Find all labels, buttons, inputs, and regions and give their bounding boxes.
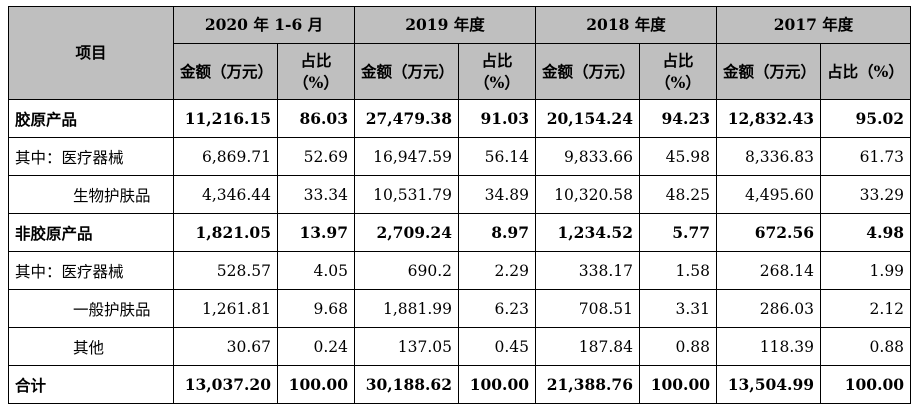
header-amount: 金额（万元） (354, 43, 459, 100)
ratio-cell: 0.88 (639, 327, 718, 366)
table-row: 其他 30.67 0.24 137.05 0.45 187.84 0.88 118.39 0.8… (8, 327, 912, 366)
header-item: 项目 (8, 6, 174, 100)
amount-cell: 2,709.24 (354, 213, 459, 252)
ratio-cell: 2.29 (457, 251, 537, 290)
amount-cell: 286.03 (716, 289, 822, 328)
ratio-cell: 6.23 (457, 289, 537, 328)
table-row: 一般护肤品 1,261.81 9.68 1,881.99 6.23 708.51 3.31 2… (8, 289, 912, 328)
amount-cell: 1,821.05 (173, 213, 278, 252)
amount-cell: 4,495.60 (716, 175, 822, 214)
ratio-cell: 5.77 (639, 213, 718, 252)
amount-cell: 708.51 (535, 289, 641, 328)
amount-cell: 30,188.62 (354, 365, 459, 404)
amount-cell: 118.39 (716, 327, 822, 366)
row-label: 合计 (8, 365, 174, 404)
ratio-cell: 94.23 (639, 99, 718, 138)
ratio-cell: 8.97 (457, 213, 537, 252)
header-row-metrics: 金额（万元） 占比（%） 金额（万元） 占比（%） 金额（万元） 占比（%） 金… (9, 43, 912, 100)
amount-cell: 528.57 (173, 251, 278, 290)
amount-cell: 187.84 (535, 327, 641, 366)
ratio-cell: 2.12 (820, 289, 912, 328)
header-ratio: 占比（%） (277, 43, 355, 100)
amount-cell: 11,216.15 (173, 99, 278, 138)
row-label: 生物护肤品 (8, 175, 174, 214)
revenue-table: 项目 2020 年 1-6 月 2019 年度 2018 年度 2017 年度 … (8, 6, 912, 404)
amount-cell: 1,881.99 (354, 289, 459, 328)
amount-cell: 27,479.38 (354, 99, 459, 138)
ratio-cell: 86.03 (277, 99, 355, 138)
amount-cell: 6,869.71 (173, 137, 278, 176)
amount-cell: 137.05 (354, 327, 459, 366)
header-amount: 金额（万元） (535, 43, 641, 100)
ratio-cell: 100.00 (820, 365, 912, 404)
amount-cell: 13,504.99 (716, 365, 822, 404)
amount-cell: 1,261.81 (173, 289, 278, 328)
table-row: 合计 13,037.20 100.00 30,188.62 100.00 21,388.7… (8, 365, 912, 404)
ratio-cell: 95.02 (820, 99, 912, 138)
ratio-cell: 33.34 (277, 175, 355, 214)
ratio-cell: 0.24 (277, 327, 355, 366)
row-label: 其他 (8, 327, 174, 366)
ratio-cell: 45.98 (639, 137, 718, 176)
ratio-cell: 56.14 (457, 137, 537, 176)
ratio-cell: 52.69 (277, 137, 355, 176)
amount-cell: 338.17 (535, 251, 641, 290)
row-label: 胶原产品 (8, 99, 174, 138)
table-row: 非胶原产品 1,821.05 13.97 2,709.24 8.97 1,234.52 5.… (8, 213, 912, 252)
row-label: 其中：医疗器械 (8, 137, 174, 176)
amount-cell: 16,947.59 (354, 137, 459, 176)
ratio-cell: 1.58 (639, 251, 718, 290)
amount-cell: 10,320.58 (535, 175, 641, 214)
header-period: 2019 年度 (353, 6, 537, 44)
ratio-cell: 91.03 (457, 99, 537, 138)
amount-cell: 12,832.43 (716, 99, 822, 138)
table-row: 生物护肤品 4,346.44 33.34 10,531.79 34.89 10,320.5… (8, 175, 912, 214)
table-header: 项目 2020 年 1-6 月 2019 年度 2018 年度 2017 年度 … (8, 6, 912, 100)
header-ratio: 占比（%） (639, 43, 718, 100)
ratio-cell: 4.05 (277, 251, 355, 290)
ratio-cell: 1.99 (820, 251, 912, 290)
amount-cell: 4,346.44 (173, 175, 278, 214)
row-label: 其中：医疗器械 (8, 251, 174, 290)
ratio-cell: 100.00 (639, 365, 718, 404)
table-row: 其中：医疗器械 528.57 4.05 690.2 2.29 338.17 1.58 268.… (8, 251, 912, 290)
header-row-periods: 项目 2020 年 1-6 月 2019 年度 2018 年度 2017 年度 (8, 6, 912, 100)
ratio-cell: 4.98 (820, 213, 912, 252)
row-label: 非胶原产品 (8, 213, 174, 252)
table-row: 胶原产品 11,216.15 86.03 27,479.38 91.03 20,154.2… (8, 99, 912, 138)
table-body: 胶原产品 11,216.15 86.03 27,479.38 91.03 20,154.2… (8, 99, 912, 404)
ratio-cell: 100.00 (457, 365, 537, 404)
amount-cell: 13,037.20 (173, 365, 278, 404)
header-amount: 金额（万元） (716, 43, 822, 100)
ratio-cell: 13.97 (277, 213, 355, 252)
ratio-cell: 33.29 (820, 175, 912, 214)
amount-cell: 690.2 (354, 251, 459, 290)
amount-cell: 10,531.79 (354, 175, 459, 214)
amount-cell: 9,833.66 (535, 137, 641, 176)
header-ratio: 占比（%） (457, 43, 537, 100)
header-period: 2018 年度 (535, 6, 718, 44)
ratio-cell: 34.89 (457, 175, 537, 214)
amount-cell: 8,336.83 (716, 137, 822, 176)
header-period: 2020 年 1-6 月 (173, 6, 355, 44)
amount-cell: 21,388.76 (535, 365, 641, 404)
table-row: 其中：医疗器械 6,869.71 52.69 16,947.59 56.14 9,833.… (8, 137, 912, 176)
ratio-cell: 61.73 (820, 137, 912, 176)
header-period: 2017 年度 (716, 6, 912, 44)
amount-cell: 1,234.52 (535, 213, 641, 252)
ratio-cell: 48.25 (639, 175, 718, 214)
ratio-cell: 0.45 (457, 327, 537, 366)
amount-cell: 30.67 (173, 327, 278, 366)
header-amount: 金额（万元） (173, 43, 278, 100)
ratio-cell: 9.68 (277, 289, 355, 328)
row-label: 一般护肤品 (8, 289, 174, 328)
header-ratio: 占比（%） (820, 43, 912, 100)
ratio-cell: 100.00 (277, 365, 355, 404)
amount-cell: 268.14 (716, 251, 822, 290)
amount-cell: 672.56 (716, 213, 822, 252)
ratio-cell: 0.88 (820, 327, 912, 366)
ratio-cell: 3.31 (639, 289, 718, 328)
amount-cell: 20,154.24 (535, 99, 641, 138)
